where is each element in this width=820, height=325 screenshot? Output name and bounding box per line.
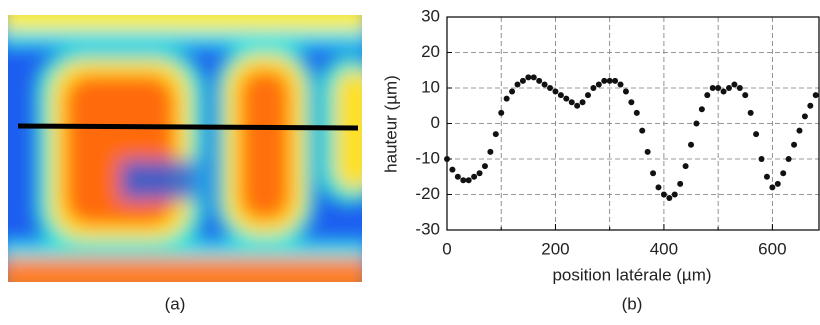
caption: (a) [165,294,186,313]
data-point [514,81,521,88]
data-point [617,81,624,88]
data-point [552,88,559,95]
data-point [769,184,776,191]
data-point [481,163,488,170]
data-point [460,177,467,184]
data-point [644,148,651,155]
data-point [574,102,581,109]
data-point [671,191,678,198]
data-point [471,173,478,180]
data-point [720,88,727,95]
data-point [579,99,586,106]
data-point [633,109,640,116]
data-point [601,77,608,84]
data-point [639,127,646,134]
data-point [590,85,597,91]
data-point [492,131,499,138]
data-point [704,92,711,99]
data-point [715,85,722,91]
data-point [747,109,754,116]
data-point [801,113,808,120]
data-point [476,170,483,177]
data-point [666,195,673,202]
data-point [584,92,591,99]
y-tick-label: -10 [415,148,440,167]
data-point [525,74,532,81]
data-point [742,92,749,99]
x-tick-label: 200 [541,239,569,258]
data-point [547,85,554,91]
data-point [454,173,461,180]
data-point [796,127,803,134]
y-tick-label: 30 [421,6,440,25]
data-point [791,141,798,148]
y-tick-label: 10 [421,77,440,96]
data-point [660,191,667,198]
data-point [758,156,765,162]
data-point [807,102,814,109]
height-map-image [8,15,362,282]
data-point [677,180,684,187]
data-point [709,85,716,91]
caption: (b) [622,294,643,313]
data-point [444,156,450,162]
data-point [736,85,743,91]
data-point [530,74,537,81]
data-point [763,173,770,180]
data-point [563,95,570,102]
data-point [449,166,456,173]
data-point [628,99,635,106]
y-tick-label: -20 [415,184,440,203]
y-tick-label: 20 [421,42,440,61]
data-point [622,88,629,95]
data-point [519,77,526,84]
x-axis-title: position latérale (µm) [552,265,711,284]
y-tick-label: -30 [415,219,440,238]
data-point [780,170,787,177]
data-point [650,170,657,177]
data-point [753,131,760,138]
data-point [541,81,548,88]
data-point [688,141,695,148]
data-point [487,148,494,155]
data-point [557,92,564,99]
data-point [509,88,516,95]
x-tick-label: 600 [758,239,786,258]
x-tick-label: 0 [442,239,451,258]
data-point [785,156,792,162]
x-tick-label: 400 [650,239,678,258]
data-point [725,85,732,91]
data-point [465,177,472,184]
data-point [612,77,619,84]
data-point [536,77,543,84]
data-point [503,95,510,102]
data-point [698,106,705,113]
data-point [655,184,662,191]
data-point [498,109,505,116]
data-point [682,163,689,170]
y-tick-label: 0 [431,113,440,132]
data-point [774,180,781,187]
y-axis-title: hauteur (µm) [381,75,400,173]
data-point [568,99,575,106]
data-point [731,81,738,88]
data-point [693,120,700,127]
data-point [595,81,602,88]
plot-frame [446,16,820,231]
data-point [812,92,819,99]
data-point [606,77,613,84]
